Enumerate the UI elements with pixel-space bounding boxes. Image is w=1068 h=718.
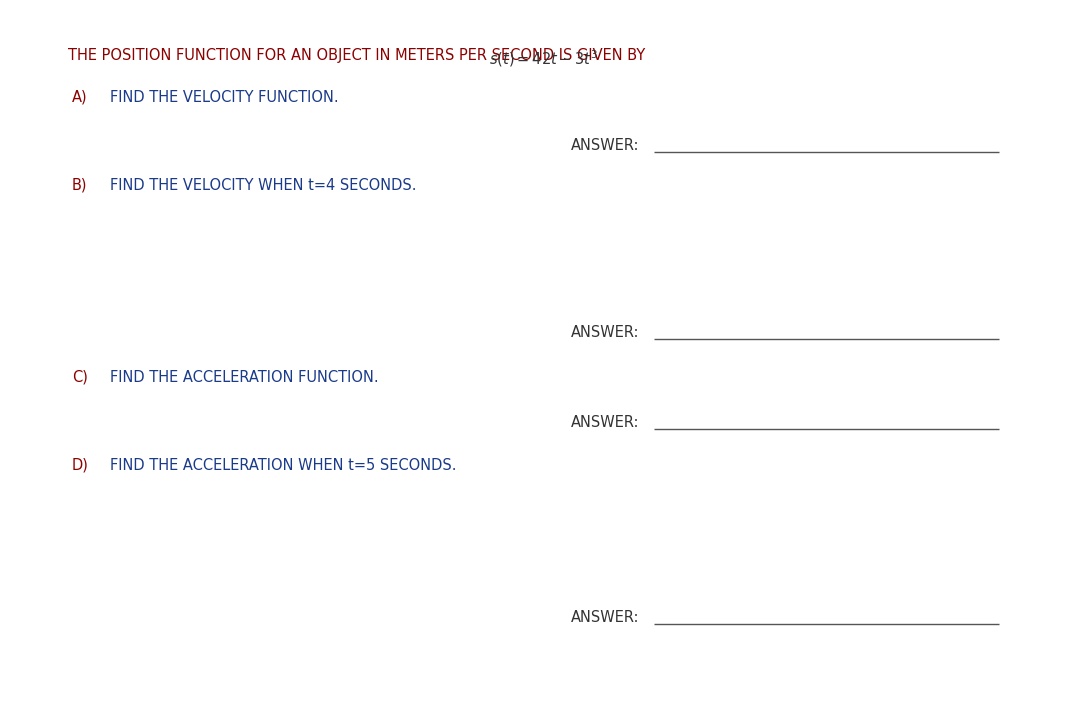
Text: B): B)	[72, 178, 88, 193]
Text: ANSWER:: ANSWER:	[571, 138, 640, 153]
Text: D): D)	[72, 458, 89, 473]
Text: ANSWER:: ANSWER:	[571, 325, 640, 340]
Text: ANSWER:: ANSWER:	[571, 415, 640, 430]
Text: FIND THE ACCELERATION FUNCTION.: FIND THE ACCELERATION FUNCTION.	[110, 370, 379, 385]
Text: C): C)	[72, 370, 88, 385]
Text: FIND THE VELOCITY WHEN t=4 SECONDS.: FIND THE VELOCITY WHEN t=4 SECONDS.	[110, 178, 417, 193]
Text: ANSWER:: ANSWER:	[571, 610, 640, 625]
Text: THE POSITION FUNCTION FOR AN OBJECT IN METERS PER SECOND IS GIVEN BY: THE POSITION FUNCTION FOR AN OBJECT IN M…	[68, 48, 649, 63]
Text: FIND THE ACCELERATION WHEN t=5 SECONDS.: FIND THE ACCELERATION WHEN t=5 SECONDS.	[110, 458, 456, 473]
Text: FIND THE VELOCITY FUNCTION.: FIND THE VELOCITY FUNCTION.	[110, 90, 339, 105]
Text: A): A)	[72, 90, 88, 105]
Text: $s(t) = 42t - 3t^3$: $s(t) = 42t - 3t^3$	[489, 48, 598, 69]
